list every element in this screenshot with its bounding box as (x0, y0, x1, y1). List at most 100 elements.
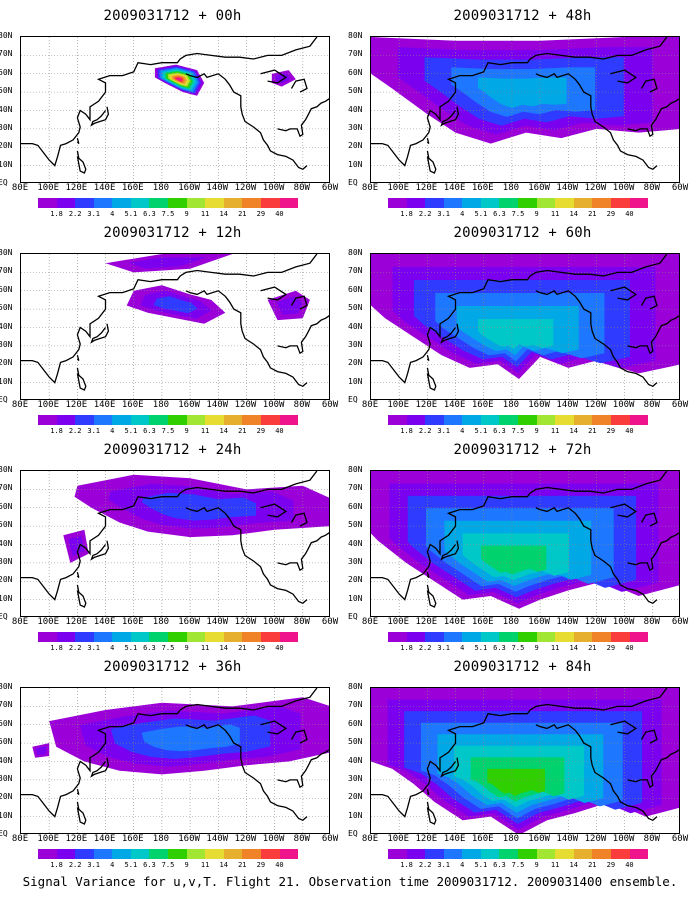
x-tick-label: 160W (528, 617, 550, 627)
y-tick-label: 30N (0, 556, 13, 566)
y-tick-label: 10N (348, 593, 363, 603)
y-tick-label: 30N (348, 122, 363, 132)
coastline (371, 471, 668, 601)
colorbar-swatch (610, 632, 630, 642)
x-tick-label: 140E (93, 617, 116, 627)
coastline (277, 532, 329, 572)
coastline (260, 286, 288, 301)
y-tick-label: 70N (0, 483, 13, 493)
y-tick-label: 20N (0, 358, 13, 368)
x-tick-label: 80W (643, 834, 660, 844)
x-tick-label: 140W (206, 183, 229, 193)
y-tick-label: EQ (348, 829, 358, 838)
y-tick-label: 80N (348, 465, 363, 474)
y-tick-label: 10N (0, 810, 13, 820)
x-tick-labels: 80E 100E 120E 140E 160E 180 160W 140W 120W 100W 80… (12, 834, 338, 846)
y-tick-label: 10N (348, 810, 363, 820)
y-tick-label: 20N (348, 358, 363, 368)
colorbar-swatch (462, 849, 481, 859)
y-tick-label: 30N (0, 773, 13, 783)
map-plot (21, 254, 329, 399)
colorbar-label: 1.8 (50, 644, 63, 652)
colorbar-swatch (573, 415, 593, 425)
y-tick-label: 30N (0, 339, 13, 349)
x-tick-label: 160E (471, 834, 494, 844)
colorbar-label: 7.5 (161, 427, 175, 435)
coastline (76, 801, 87, 825)
panel-title: 2009031712 + 12h (103, 225, 242, 241)
coastline (640, 295, 658, 310)
coastline (260, 503, 288, 518)
colorbar-label: 21 (588, 210, 597, 218)
x-tick-label: 160E (121, 834, 144, 844)
colorbar-label: 7.5 (161, 644, 175, 652)
coastline (640, 729, 658, 744)
map-area (20, 470, 330, 617)
colorbar-label: 6.3 (493, 644, 506, 652)
colorbar-label: 1.8 (400, 644, 413, 652)
colorbar-label: 11 (550, 861, 560, 869)
x-tick-label: 140E (443, 834, 466, 844)
x-tick-label: 120W (234, 400, 257, 410)
x-tick-label: 100W (262, 834, 285, 844)
colorbar-swatch (186, 849, 206, 859)
colorbar-label: 6.3 (493, 210, 506, 218)
y-tick-label: 10N (348, 159, 363, 169)
colorbar-swatch (518, 198, 537, 208)
colorbar-label: 40 (625, 861, 634, 869)
colorbar-label: 6.3 (143, 427, 156, 435)
y-tick-label: 80N (348, 31, 363, 40)
colorbar-label: 3.1 (437, 210, 451, 218)
x-tick-label: 60W (321, 400, 339, 410)
colorbar-label: 5.1 (474, 644, 488, 652)
y-tick-label: EQ (348, 178, 358, 187)
colorbar-swatch (518, 632, 537, 642)
colorbar-label: 4 (110, 861, 115, 869)
coastline (76, 150, 87, 174)
colorbar-swatch (480, 849, 500, 859)
x-tick-labels: 80E 100E 120E 140E 160E 180 160W 140W 120W 100W 80… (362, 617, 688, 629)
colorbar-swatch (629, 198, 649, 208)
colorbar-label: 40 (275, 861, 284, 869)
colorbar-swatch (499, 632, 519, 642)
coastline (610, 720, 638, 735)
coastline (610, 69, 638, 84)
coastline (440, 106, 460, 127)
x-tick-label: 120W (584, 617, 607, 627)
colorbar-label: 40 (275, 210, 284, 218)
coastline (627, 315, 679, 355)
panel-title: 2009031712 + 00h (103, 8, 242, 24)
y-tick-label: 50N (348, 86, 363, 96)
colorbar-swatch (480, 415, 500, 425)
coastline (290, 512, 308, 527)
x-tick-label: 140E (443, 183, 466, 193)
colorbar-labels: 1.8 2.2 3.1 4 5.1 6.3 7.5 9 11 14 21 29 40 (388, 210, 648, 219)
y-tick-label: 10N (348, 376, 363, 386)
panel-title: 2009031712 + 72h (453, 442, 592, 458)
y-tick-label: 50N (0, 737, 13, 747)
colorbar-swatch (75, 632, 94, 642)
y-tick-label: 80N (0, 465, 13, 474)
coastline (440, 323, 460, 344)
y-tick-label: 80N (0, 248, 13, 257)
colorbar-swatch (499, 415, 519, 425)
colorbar-label: 3.1 (437, 644, 451, 652)
colorbar-swatch (555, 849, 574, 859)
colorbar-swatch (130, 198, 150, 208)
colorbar-swatch (629, 415, 649, 425)
coastline (640, 78, 658, 93)
y-tick-label: EQ (0, 395, 8, 404)
colorbar-label: 40 (625, 644, 634, 652)
colorbar-label: 21 (238, 427, 247, 435)
colorbar-swatch (592, 632, 611, 642)
colorbar-label: 29 (256, 861, 266, 869)
colorbar-label: 6.3 (143, 861, 156, 869)
map-panel: 2009031712 + 48h 80N 70N 60N 50N 40N 30N 20N 10N… (348, 0, 695, 220)
colorbar (388, 415, 649, 425)
colorbar-label: 5.1 (474, 427, 488, 435)
x-tick-label: 160W (178, 400, 200, 410)
y-tick-label: EQ (0, 612, 8, 621)
x-tick-label: 80E (11, 400, 29, 410)
x-tick-label: 140E (443, 400, 466, 410)
x-tick-label: 140E (443, 617, 466, 627)
